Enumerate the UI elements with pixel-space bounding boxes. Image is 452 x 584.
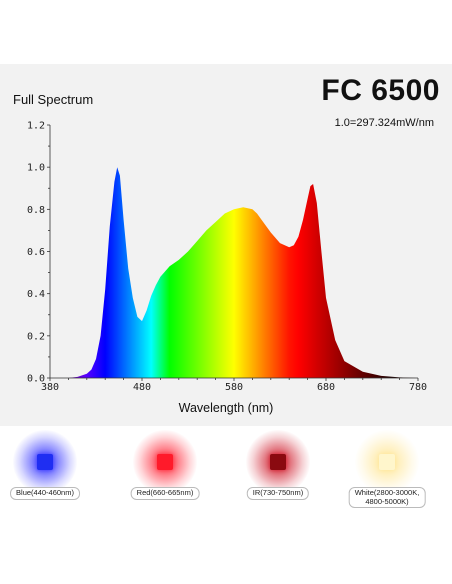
spectrum-area-0 — [50, 167, 418, 378]
spectrum-chart: 0.0 0.2 0.4 0.6 0.8 1.0 1.2 380 480 580 680 780 Wav… — [27, 121, 427, 416]
y-tick-label: 0.0 — [27, 374, 45, 385]
chart-title: FC 6500 — [321, 74, 440, 107]
legend-label-blue: Blue(440-460nm) — [10, 487, 80, 500]
axes: 0.0 0.2 0.4 0.6 0.8 1.0 1.2 380 480 580 680 780 — [27, 121, 427, 394]
legend-label-white-line1: White(2800-3000K, — [354, 488, 420, 497]
x-tick-label: 780 — [409, 382, 427, 393]
y-tick-label: 0.6 — [27, 247, 45, 258]
x-tick-label: 380 — [41, 382, 59, 393]
ir-led-chip — [270, 454, 286, 470]
x-tick-label: 680 — [317, 382, 335, 393]
scale-note: 1.0=297.324mW/nm — [334, 117, 434, 129]
blue-led-chip — [37, 454, 53, 470]
legend-label-ir: IR(730-750nm) — [246, 487, 310, 500]
x-tick-label: 480 — [133, 382, 151, 393]
legend-label-white-line2: 4800-5000K) — [365, 496, 409, 506]
y-tick-label: 1.0 — [27, 163, 45, 174]
plot-area — [50, 167, 418, 378]
legend-label-red: Red(660-665nm) — [130, 487, 200, 500]
chart-subtitle: Full Spectrum — [13, 92, 94, 107]
y-tick-label: 1.2 — [27, 121, 45, 132]
legend-label-white: White(2800-3000K, 4800-5000K) — [348, 487, 426, 508]
x-tick-label: 580 — [225, 382, 243, 393]
led-legend: Blue(440-460nm) Red(660-665nm) IR(730-75… — [0, 426, 452, 584]
red-led-chip — [157, 454, 173, 470]
y-tick-label: 0.8 — [27, 205, 45, 216]
x-axis-label: Wavelength (nm) — [179, 401, 274, 415]
white-led-chip — [379, 454, 395, 470]
y-tick-label: 0.2 — [27, 331, 45, 342]
y-tick-label: 0.4 — [27, 289, 45, 300]
